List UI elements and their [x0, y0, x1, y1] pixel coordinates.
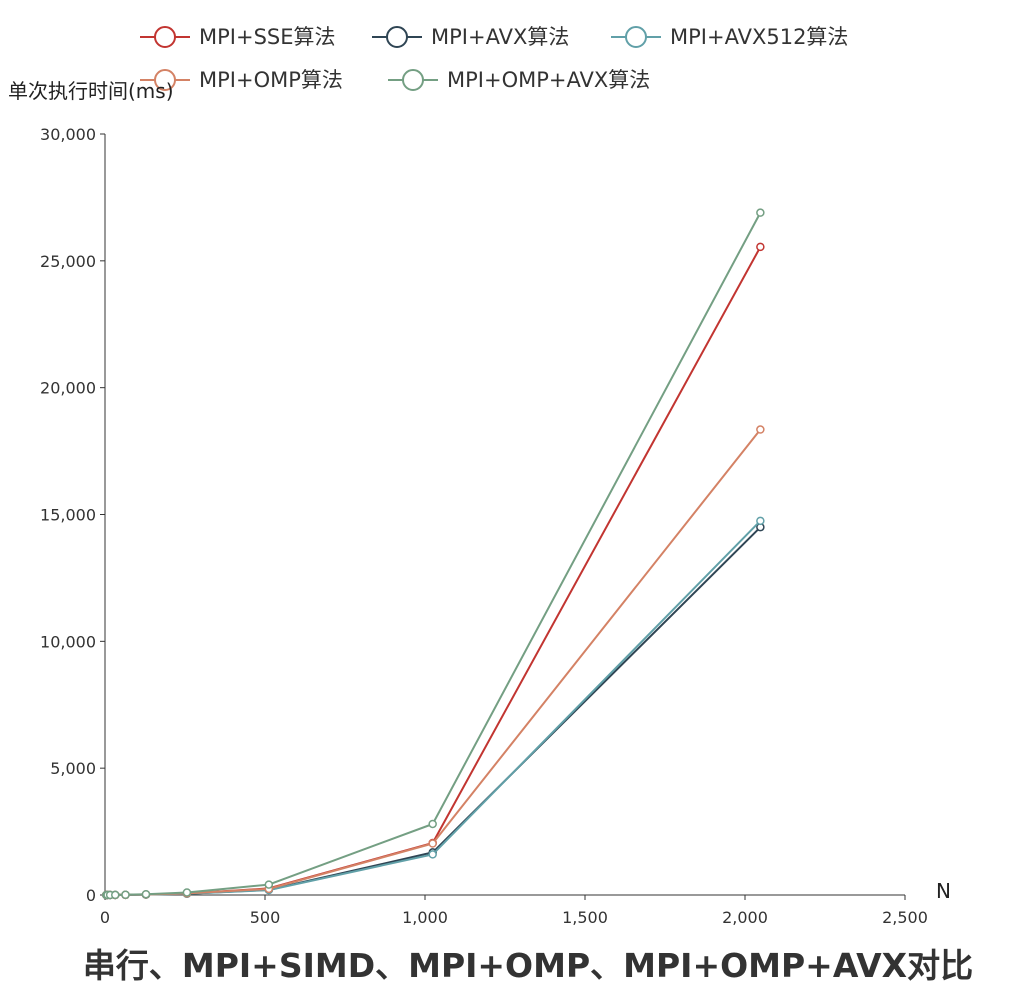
y-tick-label: 10,000	[40, 632, 96, 651]
y-tick-label: 5,000	[50, 759, 96, 778]
x-tick-label: 1,500	[562, 908, 608, 927]
series-line	[102, 208, 765, 900]
legend-label: MPI+SSE算法	[199, 25, 336, 49]
series-line	[102, 242, 765, 900]
legend-label: MPI+OMP+AVX算法	[447, 68, 650, 92]
legend-circle-icon	[154, 26, 176, 48]
legend-circle-icon	[386, 26, 408, 48]
y-tick-label: 15,000	[40, 506, 96, 525]
y-axis-title: 单次执行时间(ms)	[8, 79, 174, 103]
series-path	[106, 246, 762, 896]
x-axis: 0 500 1,000 1,500 2,000 2,500	[100, 894, 928, 927]
x-tick-label: 2,000	[722, 908, 768, 927]
data-point[interactable]	[121, 890, 130, 899]
legend-item[interactable]: MPI+OMP+AVX算法	[388, 68, 650, 92]
data-point[interactable]	[428, 839, 437, 848]
y-tick-label: 20,000	[40, 379, 96, 398]
legend-label: MPI+AVX512算法	[670, 25, 848, 49]
legend-circle-icon	[625, 26, 647, 48]
y-axis: 0 5,000 10,000 15,000 20,000 25,000 30,000	[40, 125, 106, 905]
y-tick-label: 0	[86, 886, 96, 905]
legend-item[interactable]: MPI+AVX算法	[372, 25, 569, 49]
x-tick-label: 0	[100, 908, 110, 927]
data-point[interactable]	[756, 516, 765, 526]
data-point[interactable]	[756, 242, 765, 252]
data-point[interactable]	[428, 819, 437, 829]
data-point[interactable]	[756, 425, 765, 434]
data-point[interactable]	[264, 880, 274, 889]
legend-item[interactable]: MPI+AVX512算法	[611, 25, 848, 49]
data-point[interactable]	[182, 888, 192, 897]
data-point[interactable]	[141, 889, 151, 899]
y-tick-label: 30,000	[40, 125, 96, 144]
chart-title: 串行、MPI+SIMD、MPI+OMP、MPI+OMP+AVX对比	[83, 946, 973, 985]
legend-label: MPI+AVX算法	[431, 25, 569, 49]
x-axis-title: N	[936, 879, 951, 903]
x-tick-label: 1,000	[402, 908, 448, 927]
legend-item[interactable]: MPI+OMP算法	[140, 68, 343, 92]
legend[interactable]: MPI+SSE算法 MPI+AVX算法 MPI+AVX512算法 MPI+OMP算法 M…	[140, 25, 848, 92]
legend-circle-icon	[402, 69, 424, 91]
data-point[interactable]	[428, 850, 437, 859]
y-tick-label: 25,000	[40, 252, 96, 271]
plot-area	[102, 208, 765, 900]
legend-label: MPI+OMP算法	[199, 68, 343, 92]
legend-item[interactable]: MPI+SSE算法	[140, 25, 336, 49]
data-point[interactable]	[756, 208, 765, 217]
x-tick-label: 2,500	[882, 908, 928, 927]
data-point[interactable]	[110, 890, 120, 900]
legend-circle-icon	[154, 69, 176, 91]
x-tick-label: 500	[250, 908, 281, 927]
